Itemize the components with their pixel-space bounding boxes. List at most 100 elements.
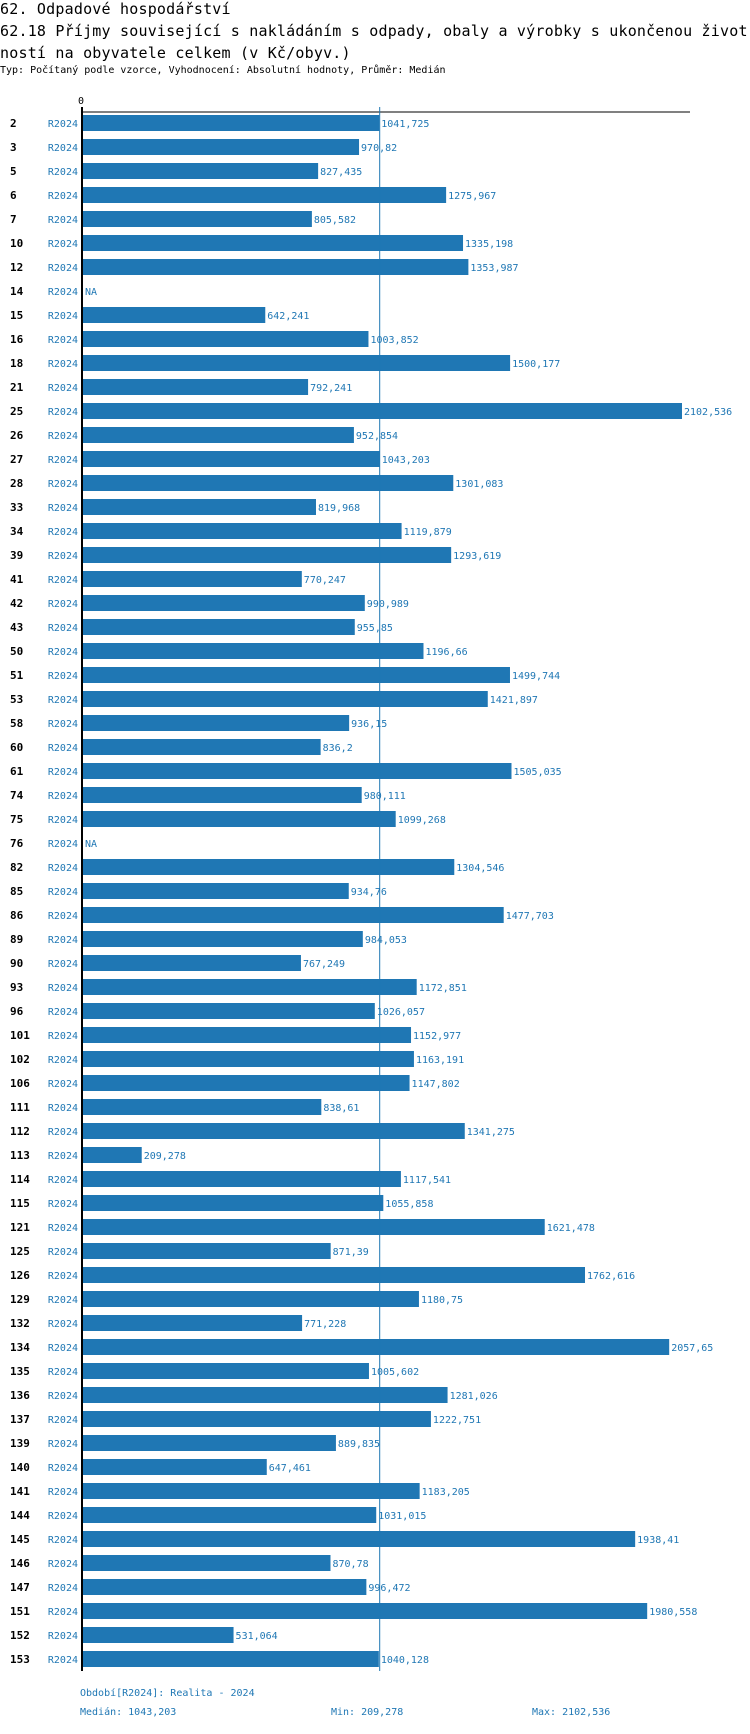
row-label: 85: [10, 885, 23, 898]
row-label: 89: [10, 933, 23, 946]
value-label: 1055,858: [385, 1199, 433, 1210]
row-label: 75: [10, 813, 23, 826]
period-label: R2024: [48, 1631, 78, 1642]
period-label: R2024: [48, 1103, 78, 1114]
bar: [82, 187, 447, 203]
row-label: 21: [10, 381, 24, 394]
period-label: R2024: [48, 1535, 78, 1546]
row-label: 33: [10, 501, 23, 514]
value-label: 955,85: [357, 623, 393, 634]
chart-title: 62.18 Příjmy související s nakládáním s …: [0, 22, 748, 62]
row-label: 111: [10, 1101, 30, 1114]
value-label: 1304,546: [456, 863, 504, 874]
bar: [82, 379, 309, 395]
period-label: R2024: [48, 743, 78, 754]
period-label: R2024: [48, 647, 78, 658]
period-label: R2024: [48, 1655, 78, 1666]
period-label: R2024: [48, 1463, 78, 1474]
value-label: 1183,205: [422, 1487, 470, 1498]
row-label: 26: [10, 429, 24, 442]
bar: [82, 1075, 410, 1091]
value-label: 1222,751: [433, 1415, 481, 1426]
value-label: 767,249: [303, 959, 345, 970]
bar: [82, 427, 354, 443]
value-label: 1117,541: [403, 1175, 451, 1186]
period-label: R2024: [48, 479, 78, 490]
value-label: 805,582: [314, 215, 356, 226]
period-label: R2024: [48, 1127, 78, 1138]
period-label: R2024: [48, 863, 78, 874]
row-label: 136: [10, 1389, 30, 1402]
row-label: 146: [10, 1557, 30, 1570]
period-label: R2024: [48, 1439, 78, 1450]
row-label: 76: [10, 837, 24, 850]
row-label: 86: [10, 909, 24, 922]
value-label: 1041,725: [381, 119, 429, 130]
row-label: 147: [10, 1581, 30, 1594]
row-label: 137: [10, 1413, 30, 1426]
value-label: 1335,198: [465, 239, 513, 250]
period-label: R2024: [48, 983, 78, 994]
period-label: R2024: [48, 1247, 78, 1258]
axis-zero-label: 0: [78, 96, 84, 107]
bar: [82, 547, 452, 563]
bar: [82, 1555, 331, 1571]
bar: [82, 523, 402, 539]
period-label: R2024: [48, 527, 78, 538]
bar: [82, 1483, 420, 1499]
period-label: R2024: [48, 431, 78, 442]
period-label: R2024: [48, 359, 78, 370]
value-label: 1621,478: [547, 1223, 595, 1234]
row-label: 14: [10, 285, 24, 298]
bar: [82, 139, 360, 155]
bar: [82, 691, 488, 707]
row-label: 61: [10, 765, 24, 778]
value-label: 1505,035: [513, 767, 561, 778]
period-label: R2024: [48, 383, 78, 394]
period-label: R2024: [48, 335, 78, 346]
value-label: 936,15: [351, 719, 387, 730]
bar: [82, 355, 511, 371]
value-label: NA: [85, 287, 97, 298]
period-label: R2024: [48, 935, 78, 946]
period-label: R2024: [48, 263, 78, 274]
value-label: 1119,879: [404, 527, 452, 538]
row-label: 15: [10, 309, 23, 322]
value-label: 980,111: [364, 791, 406, 802]
row-label: 139: [10, 1437, 30, 1450]
period-label: R2024: [48, 311, 78, 322]
row-label: 27: [10, 453, 23, 466]
bar: [82, 1459, 267, 1475]
bar: [82, 499, 316, 515]
row-label: 121: [10, 1221, 30, 1234]
period-label: R2024: [48, 1607, 78, 1618]
row-label: 82: [10, 861, 23, 874]
value-label: 642,241: [267, 311, 309, 322]
value-label: 1421,897: [490, 695, 538, 706]
row-label: 96: [10, 1005, 24, 1018]
bar: [82, 1003, 375, 1019]
bar: [82, 811, 396, 827]
bar: [82, 979, 417, 995]
period-label: R2024: [48, 119, 78, 130]
value-label: 1275,967: [448, 191, 496, 202]
row-label: 135: [10, 1365, 30, 1378]
period-label: R2024: [48, 599, 78, 610]
bar: [82, 163, 319, 179]
row-label: 16: [10, 333, 24, 346]
value-label: 952,854: [356, 431, 398, 442]
period-label: R2024: [48, 791, 78, 802]
bar: [82, 1171, 401, 1187]
period-label: R2024: [48, 887, 78, 898]
row-label: 6: [10, 189, 17, 202]
row-label: 60: [10, 741, 23, 754]
bar: [82, 1627, 234, 1643]
period-label: R2024: [48, 623, 78, 634]
period-label: R2024: [48, 695, 78, 706]
bar: [82, 1435, 336, 1451]
section-title: 62. Odpadové hospodářství: [0, 0, 231, 18]
period-label: R2024: [48, 287, 78, 298]
bar: [82, 1243, 331, 1259]
row-label: 41: [10, 573, 24, 586]
bar: [82, 1147, 142, 1163]
